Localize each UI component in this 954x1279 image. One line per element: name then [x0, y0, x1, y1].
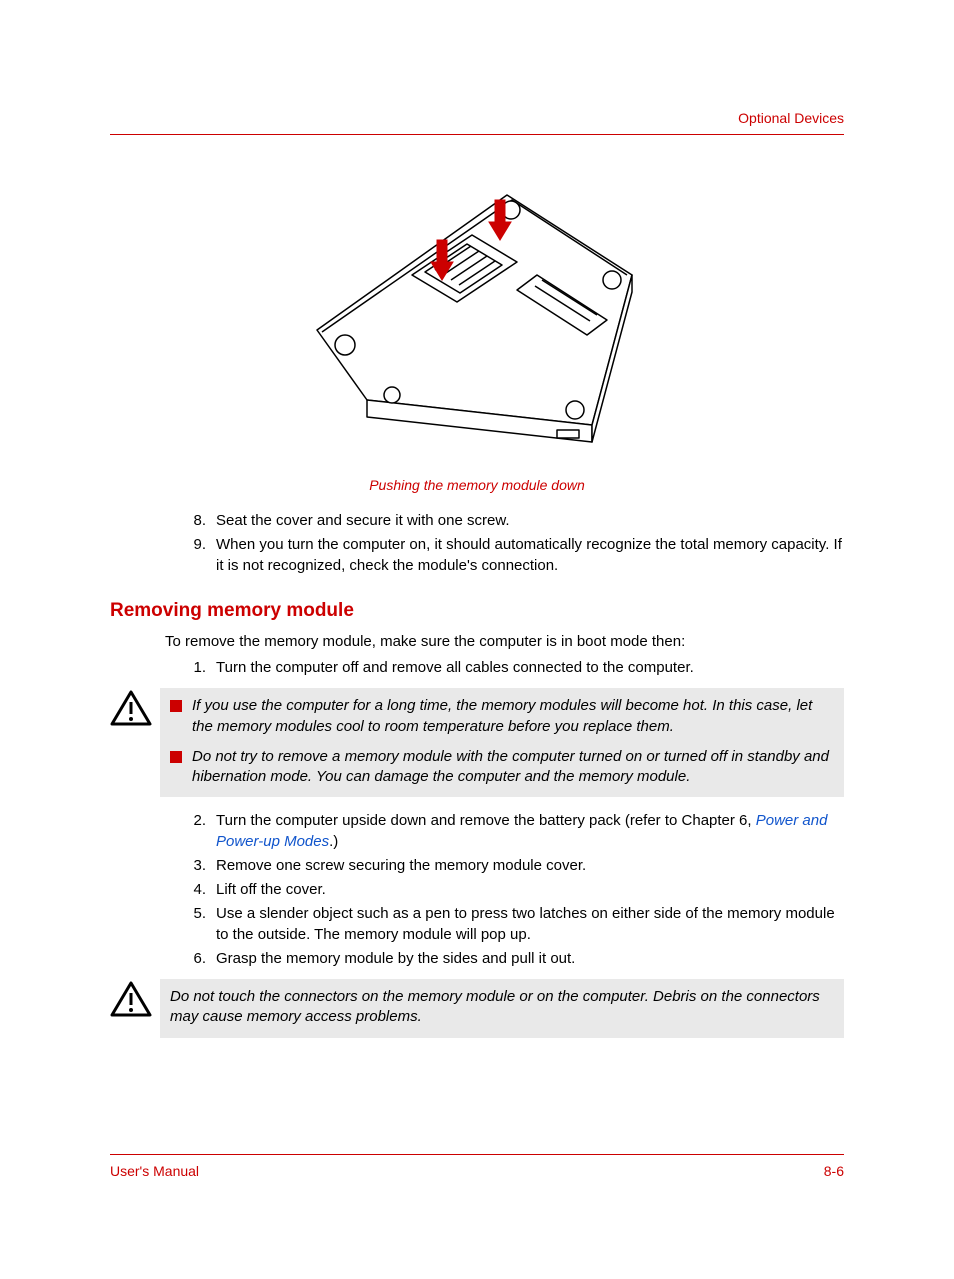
- list-number: 3.: [188, 856, 216, 876]
- footer-right: 8-6: [824, 1163, 844, 1179]
- section-intro: To remove the memory module, make sure t…: [165, 632, 844, 652]
- warning-icon: [110, 688, 160, 733]
- continued-step-list: 8. Seat the cover and secure it with one…: [180, 511, 844, 576]
- list-item: 1. Turn the computer off and remove all …: [180, 658, 844, 678]
- list-item: 6. Grasp the memory module by the sides …: [180, 949, 844, 969]
- list-text: Seat the cover and secure it with one sc…: [216, 511, 510, 531]
- section-heading: Removing memory module: [110, 600, 844, 622]
- list-number: 8.: [188, 511, 216, 531]
- list-text: Turn the computer upside down and remove…: [216, 811, 844, 852]
- page-footer: User's Manual 8-6: [110, 1154, 844, 1179]
- list-number: 1.: [188, 658, 216, 678]
- list-text: Use a slender object such as a pen to pr…: [216, 904, 844, 945]
- list-text: Turn the computer off and remove all cab…: [216, 658, 694, 678]
- list-number: 9.: [188, 535, 216, 576]
- page-header: Optional Devices: [110, 110, 844, 135]
- list-text: Remove one screw securing the memory mod…: [216, 856, 586, 876]
- step-list-a: 1. Turn the computer off and remove all …: [180, 658, 844, 678]
- warning-block: If you use the computer for a long time,…: [110, 688, 844, 797]
- warning-body: Do not touch the connectors on the memor…: [160, 979, 844, 1038]
- warning-body: If you use the computer for a long time,…: [160, 688, 844, 797]
- warning-text: Do not try to remove a memory module wit…: [192, 747, 834, 788]
- list-number: 2.: [188, 811, 216, 852]
- laptop-bottom-illustration: [307, 180, 647, 460]
- list-text: Grasp the memory module by the sides and…: [216, 949, 575, 969]
- step-text-post: .): [329, 833, 338, 850]
- list-item: 4. Lift off the cover.: [180, 880, 844, 900]
- step-text-pre: Turn the computer upside down and remove…: [216, 812, 756, 829]
- warning-text: If you use the computer for a long time,…: [192, 696, 834, 737]
- header-section-title: Optional Devices: [738, 110, 844, 126]
- warning-icon: [110, 979, 160, 1024]
- list-item: 5. Use a slender object such as a pen to…: [180, 904, 844, 945]
- list-number: 5.: [188, 904, 216, 945]
- list-number: 6.: [188, 949, 216, 969]
- bullet-square-icon: [170, 700, 182, 712]
- step-list-b: 2. Turn the computer upside down and rem…: [180, 811, 844, 969]
- list-item: 2. Turn the computer upside down and rem…: [180, 811, 844, 852]
- list-item: 9. When you turn the computer on, it sho…: [180, 535, 844, 576]
- list-item: 8. Seat the cover and secure it with one…: [180, 511, 844, 531]
- warning-bullet: Do not try to remove a memory module wit…: [170, 747, 834, 788]
- bullet-square-icon: [170, 751, 182, 763]
- warning-block: Do not touch the connectors on the memor…: [110, 979, 844, 1038]
- warning-text: Do not touch the connectors on the memor…: [170, 988, 820, 1025]
- warning-bullet: If you use the computer for a long time,…: [170, 696, 834, 737]
- list-text: When you turn the computer on, it should…: [216, 535, 844, 576]
- figure-caption: Pushing the memory module down: [110, 477, 844, 493]
- list-number: 4.: [188, 880, 216, 900]
- figure: [110, 180, 844, 465]
- list-item: 3. Remove one screw securing the memory …: [180, 856, 844, 876]
- footer-left: User's Manual: [110, 1163, 199, 1179]
- page-content: Optional Devices: [0, 0, 954, 1279]
- list-text: Lift off the cover.: [216, 880, 326, 900]
